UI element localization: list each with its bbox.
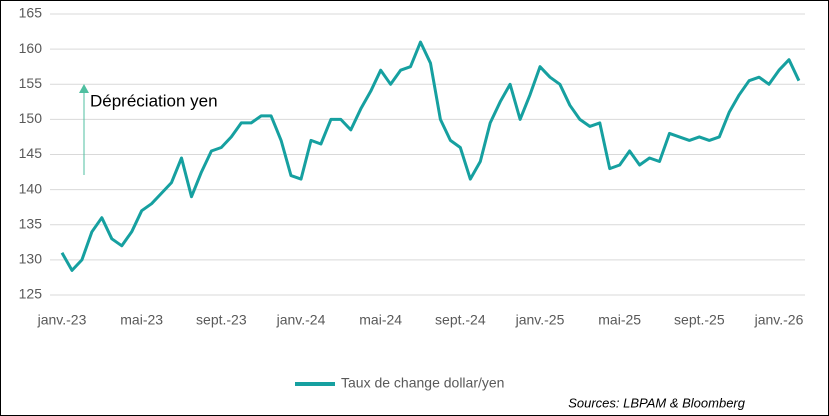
x-tick-label: janv.-23 — [37, 312, 87, 328]
annotation: Dépréciation yen — [90, 91, 218, 110]
data-line — [60, 40, 801, 272]
source: Sources: LBPAM & Bloomberg — [568, 395, 746, 410]
plot — [60, 40, 801, 272]
y-tick-label: 130 — [19, 251, 43, 267]
annotation-arrowhead — [79, 84, 89, 93]
y-tick-label: 160 — [19, 40, 43, 56]
y-tick-label: 150 — [19, 110, 43, 126]
x-tick-label: mai-25 — [598, 312, 641, 328]
y-tick-label: 165 — [19, 5, 43, 21]
y-tick-label: 140 — [19, 180, 43, 196]
x-tick-label: janv.-25 — [515, 312, 565, 328]
x-tick-label: sept.-23 — [196, 312, 247, 328]
y-tick-label: 125 — [19, 286, 43, 302]
x-tick-label: sept.-24 — [435, 312, 486, 328]
y-tick-label: 145 — [19, 145, 43, 161]
legend-label: Taux de change dollar/yen — [341, 375, 504, 391]
grid: 125 130 135 140 145 150 155 160 165 janv.-23 mai-2… — [19, 5, 805, 328]
x-tick-label: sept.-25 — [674, 312, 725, 328]
x-tick-label: mai-23 — [120, 312, 163, 328]
x-tick-label: janv.-24 — [276, 312, 326, 328]
x-tick-label: janv.-26 — [754, 312, 804, 328]
x-tick-label: mai-24 — [359, 312, 402, 328]
y-tick-label: 155 — [19, 75, 43, 91]
y-tick-label: 135 — [19, 215, 43, 231]
